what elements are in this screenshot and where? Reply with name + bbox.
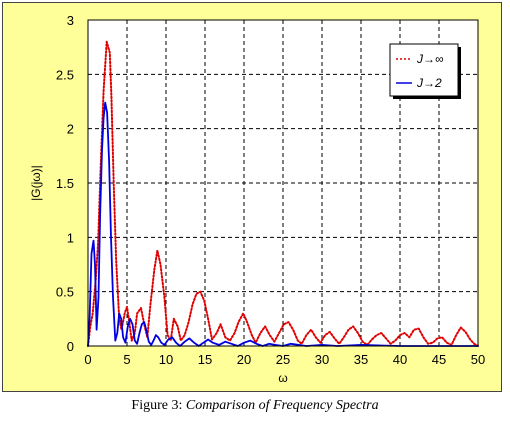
- x-tick-label: 0: [84, 352, 91, 367]
- x-tick-label: 25: [276, 352, 290, 367]
- legend: J→∞ J→2: [389, 43, 461, 99]
- y-tick-label: 1.5: [56, 176, 74, 191]
- series-line-j-2: [87, 101, 479, 347]
- x-tick-label: 30: [315, 352, 329, 367]
- tick-labels: 0 5 10 15 20 25 30 35 40 45 50 0 0.5 1 1.5 2 2.5 3: [56, 13, 485, 367]
- y-tick-label: 2.5: [56, 67, 74, 82]
- series-layer: [87, 40, 479, 347]
- y-tick-label: 2: [67, 122, 74, 137]
- x-tick-label: 20: [237, 352, 251, 367]
- x-tick-label: 10: [159, 352, 173, 367]
- x-tick-label: 45: [432, 352, 446, 367]
- x-tick-label: 15: [198, 352, 212, 367]
- series-line-j-inf: [87, 40, 479, 347]
- x-tick-label: 35: [354, 352, 368, 367]
- x-tick-label: 50: [471, 352, 485, 367]
- caption-title: Comparison of Frequency Spectra: [185, 398, 379, 413]
- legend-box: [389, 43, 459, 97]
- y-axis-label: |G(jω)|: [29, 165, 43, 201]
- y-tick-label: 1: [67, 230, 74, 245]
- x-axis-label: ω: [278, 371, 287, 385]
- plot-frame: [87, 19, 479, 347]
- figure-caption: Figure 3: Comparison of Frequency Spectr…: [0, 398, 510, 414]
- x-tick-label: 40: [393, 352, 407, 367]
- legend-label-j-2: J→2: [416, 76, 442, 90]
- caption-prefix: Figure 3:: [131, 398, 183, 413]
- legend-label-j-inf: J→∞: [416, 52, 444, 66]
- y-tick-label: 0: [67, 339, 74, 354]
- y-tick-label: 0.5: [56, 285, 74, 300]
- x-tick-label: 5: [123, 352, 130, 367]
- y-tick-label: 3: [67, 13, 74, 28]
